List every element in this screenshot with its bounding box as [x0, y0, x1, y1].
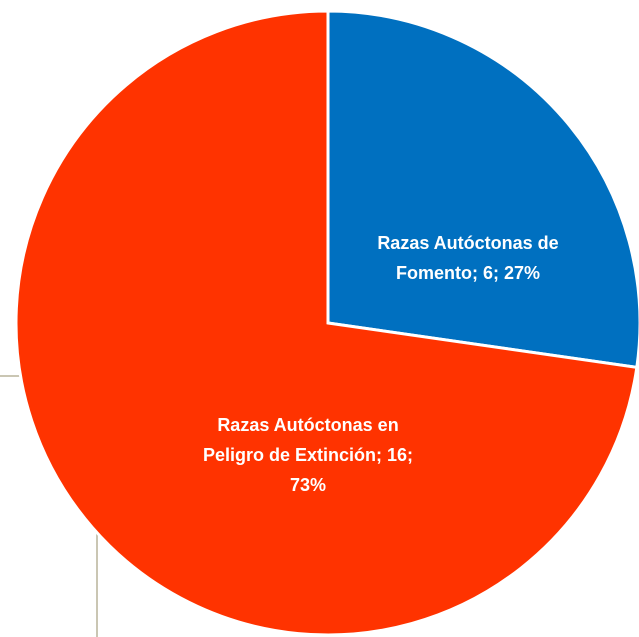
data-label: Razas Autóctonas en Peligro de Extinción…: [193, 410, 423, 500]
pie-slice: [328, 11, 639, 367]
page: Razas Autóctonas de Fomento; 6; 27% Razas…: [0, 0, 639, 637]
chart: [0, 0, 639, 637]
data-label: Razas Autóctonas de Fomento; 6; 27%: [343, 228, 593, 288]
